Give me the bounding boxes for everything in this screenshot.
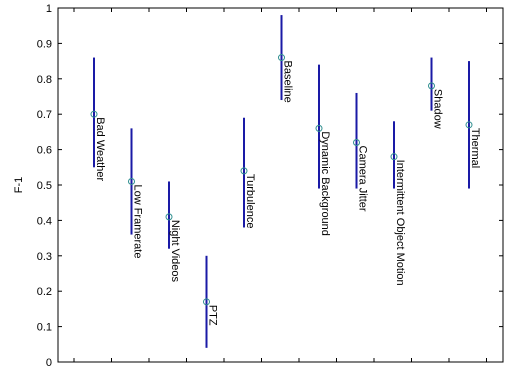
y-tick-label: 0.7 (37, 109, 52, 121)
y-tick-label: 0.1 (37, 322, 52, 334)
y-axis-label: F-1 (13, 177, 25, 194)
y-tick-label: 0 (46, 357, 52, 369)
category-label: Bad Weather (94, 117, 106, 181)
category-label: Dynamic Background (319, 131, 331, 236)
mean-marker (428, 82, 435, 90)
category-label: PTZ (207, 305, 219, 326)
mean-marker (90, 110, 98, 118)
category-label: Baseline (282, 61, 294, 103)
mean-marker (390, 153, 398, 161)
y-tick-label: 0.3 (37, 251, 52, 263)
y-tick-label: 0.5 (37, 180, 52, 192)
mean-marker (128, 177, 135, 185)
category-labels: Bad Weather Low Framerate Night Videos PTZ T… (94, 61, 481, 326)
mean-marker (315, 124, 323, 132)
category-label: Intermittent Object Motion (394, 160, 406, 286)
mean-marker (465, 121, 473, 129)
y-tick-label: 0.4 (37, 215, 52, 227)
category-label: Night Videos (169, 220, 181, 283)
category-label: Low Framerate (132, 184, 144, 258)
y-tick-label: 0.8 (37, 74, 52, 86)
y-tick-label: 1 (46, 3, 52, 15)
y-tick-label: 0.6 (37, 145, 52, 157)
y-tick-label: 0.2 (37, 286, 52, 298)
mean-marker (353, 139, 360, 147)
category-label: Thermal (469, 128, 481, 168)
y-ticks: 0 0.1 0.2 0.3 0.4 0.5 0.6 0.7 0.8 0.9 1 (37, 3, 503, 369)
category-label: Camera Jitter (357, 146, 369, 212)
mean-marker (278, 54, 285, 62)
mean-marker (165, 213, 173, 221)
mean-marker (240, 167, 248, 175)
data-marks (90, 15, 473, 348)
mean-marker (203, 298, 210, 306)
y-tick-label: 0.9 (37, 38, 52, 50)
category-label: Shadow (432, 89, 444, 129)
category-label: Turbulence (244, 174, 256, 229)
